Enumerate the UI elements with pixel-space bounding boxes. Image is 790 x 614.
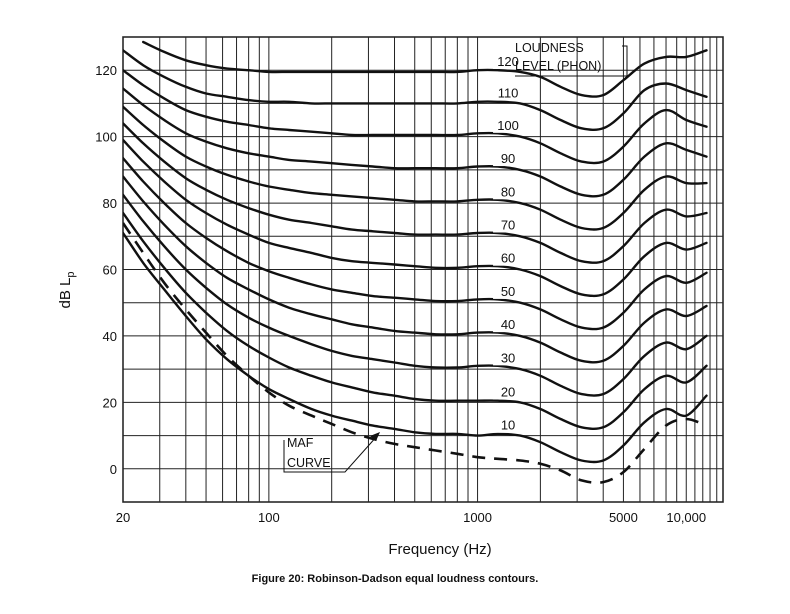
curve-label-90: 90 bbox=[501, 151, 515, 166]
contour-30-phon bbox=[123, 193, 708, 397]
y-axis-label-main: dB L bbox=[57, 278, 74, 309]
x-tick-label: 10,000 bbox=[666, 510, 706, 525]
y-tick-label: 100 bbox=[95, 130, 117, 145]
contour-70-phon bbox=[123, 122, 708, 264]
curve-label-80: 80 bbox=[501, 184, 515, 199]
maf-bracket bbox=[283, 434, 379, 473]
y-tick-labels: 0 20 40 60 80 100 120 bbox=[95, 63, 117, 477]
contour-80-phon bbox=[123, 105, 708, 231]
curve-label-backdrop bbox=[493, 415, 524, 433]
contour-50-phon bbox=[123, 157, 708, 331]
curve-label-backdrop bbox=[493, 382, 524, 400]
curve-label-40: 40 bbox=[501, 317, 515, 332]
contour-40-phon bbox=[123, 175, 708, 364]
x-tick-label: 5000 bbox=[609, 510, 638, 525]
curve-label-backdrop bbox=[493, 248, 524, 266]
curve-labels: 10 20 30 40 50 60 70 80 90 100 110 120 bbox=[493, 51, 524, 433]
curve-label-20: 20 bbox=[501, 384, 515, 399]
legend-title: LOUDNESS LEVEL (PHON) bbox=[515, 41, 628, 77]
contour-100-phon bbox=[123, 69, 708, 165]
curve-label-100: 100 bbox=[497, 118, 519, 133]
svg-text:dB Lp: dB Lp bbox=[57, 272, 77, 309]
y-tick-label: 120 bbox=[95, 63, 117, 78]
curve-label-backdrop bbox=[493, 182, 524, 200]
x-tick-label: 1000 bbox=[463, 510, 492, 525]
y-axis-label-subscript: p bbox=[65, 272, 77, 278]
contour-120-phon bbox=[142, 40, 708, 98]
curve-label-backdrop bbox=[493, 83, 524, 101]
maf-curve bbox=[123, 222, 707, 484]
curve-label-backdrop bbox=[493, 51, 524, 69]
x-tick-label: 100 bbox=[258, 510, 280, 525]
x-tick-labels: 20 100 1000 5000 10,000 bbox=[116, 510, 706, 525]
curve-label-backdrop bbox=[493, 315, 524, 333]
curve-label-backdrop bbox=[493, 348, 524, 366]
curve-label-backdrop bbox=[493, 115, 524, 133]
legend-title-line-1: LOUDNESS bbox=[515, 41, 584, 55]
contour-20-phon bbox=[123, 211, 708, 430]
legend-title-line-2: LEVEL (PHON) bbox=[515, 59, 601, 73]
contour-curves bbox=[123, 40, 708, 484]
maf-annotation: MAF CURVE bbox=[283, 432, 380, 473]
contour-90-phon bbox=[123, 87, 708, 198]
curve-label-backdrop bbox=[493, 149, 524, 167]
legend-bracket bbox=[515, 45, 628, 77]
curve-label-120: 120 bbox=[497, 54, 519, 69]
figure-caption: Figure 20: Robinson-Dadson equal loudnes… bbox=[251, 573, 539, 585]
contour-10-phon bbox=[123, 231, 708, 464]
curve-label-70: 70 bbox=[501, 217, 515, 232]
y-tick-label: 0 bbox=[110, 462, 117, 477]
maf-label-line-2: CURVE bbox=[287, 456, 331, 470]
contour-110-phon bbox=[123, 49, 708, 131]
y-tick-label: 20 bbox=[103, 395, 117, 410]
curve-label-backdrop bbox=[493, 215, 524, 233]
curve-label-110: 110 bbox=[498, 86, 519, 101]
curve-label-60: 60 bbox=[501, 251, 515, 266]
y-tick-label: 80 bbox=[103, 196, 117, 211]
maf-label-line-1: MAF bbox=[287, 436, 314, 450]
x-tick-label: 20 bbox=[116, 510, 130, 525]
maf-arrow-head bbox=[370, 432, 380, 441]
curve-label-50: 50 bbox=[501, 284, 515, 299]
y-tick-label: 40 bbox=[103, 329, 117, 344]
y-tick-label: 60 bbox=[103, 263, 117, 278]
curve-label-30: 30 bbox=[501, 350, 515, 365]
curve-label-backdrop bbox=[493, 281, 524, 299]
y-axis-label: dB Lp bbox=[57, 272, 77, 309]
x-axis-label: Frequency (Hz) bbox=[388, 541, 491, 558]
contour-60-phon bbox=[123, 138, 708, 298]
curve-label-10: 10 bbox=[501, 418, 515, 433]
